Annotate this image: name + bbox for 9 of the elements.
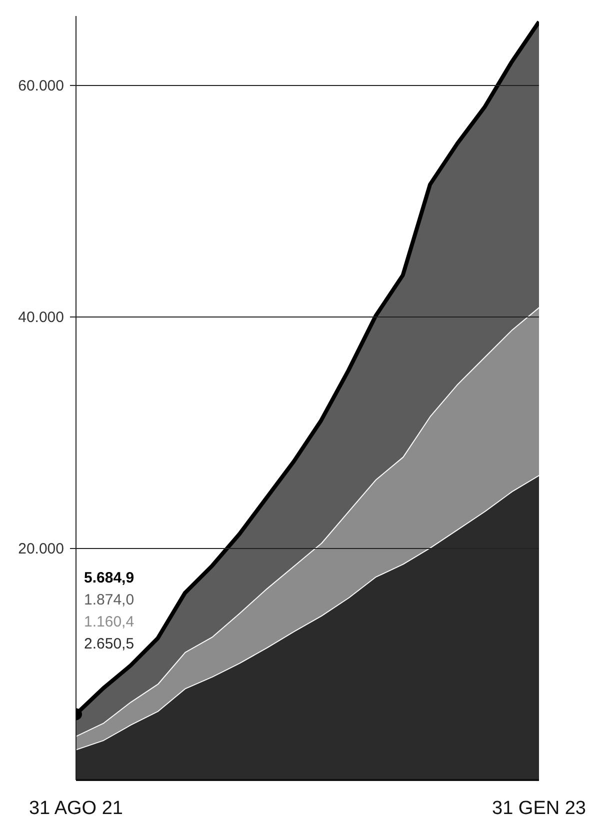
- y-tick-label: 60.000: [18, 77, 64, 94]
- annotation: 1.874,0: [84, 591, 134, 608]
- y-tick-label: 20.000: [18, 540, 64, 558]
- annotation: 1.160,4: [84, 613, 134, 630]
- y-tick-label: 40.000: [18, 308, 64, 326]
- annotation: 5.684,9: [84, 569, 134, 586]
- x-tick-label: 31 GEN 23: [492, 798, 586, 819]
- annotation: 2.650,5: [84, 635, 134, 652]
- x-tick-label: 31 AGO 21: [28, 798, 124, 819]
